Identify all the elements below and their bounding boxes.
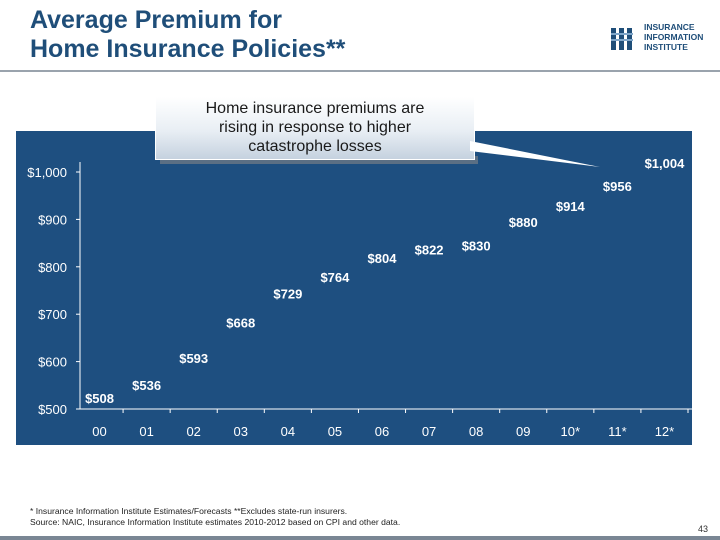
x-tick-label: 07 [422, 424, 436, 439]
logo-line-3: INSTITUTE [644, 42, 688, 52]
data-label: $822 [415, 242, 444, 257]
data-label: $830 [462, 239, 491, 254]
iii-logo: INSURANCE INFORMATION INSTITUTE [610, 22, 710, 62]
title-divider [0, 70, 720, 72]
data-label: $956 [603, 179, 632, 194]
label-layer: $500 $600 $700 $800 $900 $1,000 00 01 02 03 04 05 06… [27, 156, 685, 439]
iii-logo-icon [611, 28, 633, 50]
y-tick-label: $800 [38, 260, 67, 275]
axis-layer [76, 162, 692, 413]
data-label: $729 [273, 286, 302, 301]
data-label: $764 [320, 270, 350, 285]
x-tick-label: 01 [139, 424, 153, 439]
data-label: $1,004 [645, 156, 686, 171]
x-tick-label: 06 [375, 424, 389, 439]
x-tick-label: 08 [469, 424, 483, 439]
title-line-1: Average Premium for [30, 6, 282, 34]
x-tick-label: 00 [92, 424, 106, 439]
y-tick-label: $900 [38, 212, 67, 227]
footnotes: * Insurance Information Institute Estima… [30, 506, 400, 528]
footnote-estimates: * Insurance Information Institute Estima… [30, 506, 348, 516]
y-tick-label: $1,000 [27, 165, 67, 180]
footnote-source: Source: NAIC, Insurance Information Inst… [30, 517, 401, 527]
x-tick-label: 03 [234, 424, 248, 439]
slide-title: Average Premium for Home Insurance Polic… [30, 6, 550, 64]
logo-line-2: INFORMATION [644, 32, 704, 42]
data-label: $668 [226, 315, 255, 330]
x-tick-label: 05 [328, 424, 342, 439]
logo-line-1: INSURANCE [644, 22, 695, 32]
data-label: $804 [368, 251, 398, 266]
logo-text: INSURANCE INFORMATION INSTITUTE [644, 22, 703, 52]
title-line-2: Home Insurance Policies** [30, 35, 346, 63]
callout-line-3: catastrophe losses [248, 138, 382, 155]
y-tick-label: $600 [38, 355, 67, 370]
x-tick-label: 04 [281, 424, 295, 439]
x-tick-label: 10* [561, 424, 581, 439]
data-label: $914 [556, 199, 586, 214]
chart-panel [16, 131, 692, 445]
callout-shadow [160, 156, 478, 164]
y-tick-label: $500 [38, 402, 67, 417]
data-label: $593 [179, 351, 208, 366]
x-tick-label: 02 [186, 424, 200, 439]
data-label: $880 [509, 215, 538, 230]
x-tick-label: 12* [655, 424, 675, 439]
callout-line-2: rising in response to higher [218, 119, 412, 136]
x-tick-label: 11* [608, 424, 627, 439]
page-number: 43 [698, 524, 709, 534]
x-tick-label: 09 [516, 424, 530, 439]
callout-box: Home insurance premiums are rising in re… [155, 96, 475, 160]
bottom-divider [0, 536, 720, 540]
y-tick-label: $700 [38, 307, 67, 322]
callout-line-1: Home insurance premiums are [205, 100, 425, 117]
data-label: $508 [85, 391, 114, 406]
data-label: $536 [132, 378, 161, 393]
bar-chart: $500 $600 $700 $800 $900 $1,000 00 01 02 03 04 05 06… [27, 156, 692, 439]
